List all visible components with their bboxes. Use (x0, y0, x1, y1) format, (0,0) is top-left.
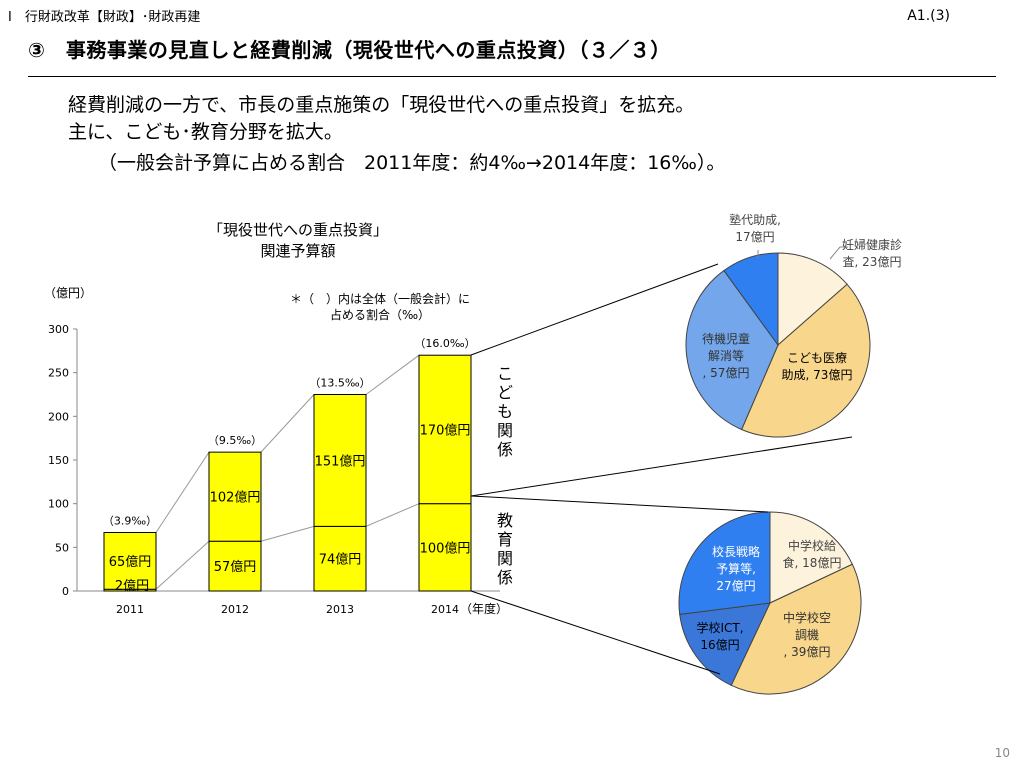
side-label-children: こども関係 (497, 364, 513, 459)
bar-education-2013 (313, 525, 367, 592)
x-tick-label: 2014 (431, 603, 459, 616)
page-title: ③ 事務事業の見直しと経費削減（現役世代への重点投資）（３／３） (28, 38, 671, 62)
children-pie-label-1: こども医療助成, 73億円 (782, 351, 853, 382)
total-connector (365, 354, 420, 395)
ratio-label-2014: （16.0‰） (414, 337, 475, 350)
total-connector (260, 394, 315, 453)
education-pie-slice-2 (679, 602, 771, 687)
education-connector (365, 503, 420, 527)
zoom-line-education-bottom (470, 590, 721, 675)
education-value-label-2013: 74億円 (319, 552, 362, 568)
section-breadcrumb: Ⅰ 行財政改革【財政】･財政再建 (8, 10, 201, 25)
ratio-label-2011: （3.9‰） (103, 514, 157, 527)
summary-line-2: 主に、こども･教育分野を拡大。 (68, 121, 343, 143)
children-pie-slice-2 (685, 269, 779, 431)
y-tick-label: 200 (48, 410, 69, 423)
bar-children-2014 (418, 354, 472, 505)
children-pie-slice-1 (740, 283, 871, 438)
children-pie-label-0: 妊婦健康診査, 23億円 (842, 237, 902, 269)
education-pie-label-0: 中学校給食, 18億円 (783, 538, 842, 570)
zoom-line-education-top (470, 495, 769, 513)
children-pie-label-2: 待機児童解消等, 57億円 (702, 331, 750, 380)
side-label-education: 教育関係 (497, 511, 513, 587)
x-axis-label: （年度） (460, 601, 508, 616)
children-value-label-2012: 102億円 (210, 490, 261, 506)
x-tick-label: 2011 (116, 603, 144, 616)
education-pie-slice-3 (678, 511, 771, 615)
children-pie-slice-3 (723, 252, 779, 347)
budget-chart-area: 「現役世代への重点投資」関連予算額 （億円） ＊（ ）内は全体（一般会計）に占める割… (44, 212, 902, 695)
x-tick-label: 2012 (221, 603, 249, 616)
y-tick-label: 50 (55, 541, 69, 554)
bar-education-2012 (208, 540, 262, 592)
chart-title: 「現役世代への重点投資」関連予算額 (208, 221, 388, 260)
ratio-label-2013: （13.5‰） (309, 377, 370, 390)
title-divider (28, 76, 996, 77)
bar-children-2013 (313, 394, 367, 527)
children-pie-slice-0 (777, 252, 848, 347)
education-connector (260, 525, 315, 542)
education-pie-label-3: 校長戦略予算等, 27億円 (712, 544, 760, 593)
bar-education-2014 (418, 503, 472, 592)
bar-children-2011 (103, 531, 157, 590)
zoom-line-children-top (470, 263, 719, 356)
x-tick-label: 2013 (326, 603, 354, 616)
education-value-label-2014: 100億円 (420, 540, 471, 556)
page-number: 10 (994, 746, 1010, 760)
education-pie-label-2: 学校ICT, 16億円 (696, 620, 743, 652)
zoom-line-children-bottom (470, 436, 853, 497)
children-pie-leader-0 (829, 246, 848, 260)
slide-id: A1.(3) (907, 8, 950, 24)
children-value-label-2013: 151億円 (315, 453, 366, 469)
total-connector (155, 451, 210, 533)
summary-line-1: 経費削減の一方で、市長の重点施策の「現役世代への重点投資」を拡充。 (68, 94, 695, 116)
y-axis-label: （億円） (44, 286, 92, 300)
y-tick-label: 250 (48, 367, 69, 380)
children-value-label-2014: 170億円 (420, 422, 471, 438)
children-pie-label-3: 塾代助成, 17億円 (729, 212, 781, 244)
education-value-label-2012: 57億円 (214, 559, 257, 575)
education-pie-slice-1 (730, 563, 862, 695)
chart-note: ＊（ ）内は全体（一般会計）に占める割合（‰） (290, 291, 470, 322)
bar-children-2012 (208, 451, 262, 542)
summary-line-3: （一般会計予算に占める割合 2011年度：約4‰→2014年度：16‰）。 (98, 152, 726, 174)
ratio-label-2012: （9.5‰） (208, 434, 262, 447)
y-tick-label: 300 (48, 323, 69, 336)
education-pie-slice-0 (769, 511, 854, 604)
y-tick-label: 150 (48, 454, 69, 467)
children-value-label-2011: 65億円 (109, 554, 152, 570)
y-tick-label: 100 (48, 498, 69, 511)
education-pie-label-1: 中学校空調機, 39億円 (783, 610, 831, 659)
education-connector (155, 540, 210, 590)
y-tick-label: 0 (62, 585, 69, 598)
education-value-label-2011: 2億円 (115, 578, 149, 594)
